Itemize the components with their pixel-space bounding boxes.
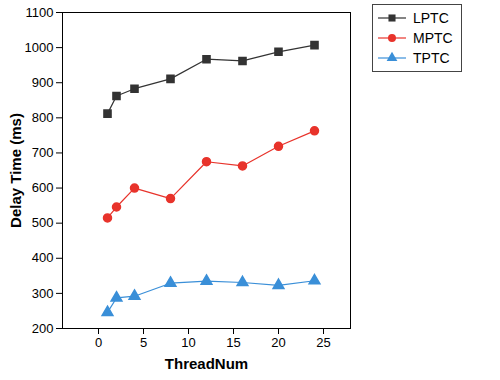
svg-text:10: 10 [181, 335, 195, 350]
svg-text:20: 20 [271, 335, 285, 350]
svg-text:200: 200 [32, 321, 54, 336]
svg-text:500: 500 [32, 215, 54, 230]
html-text:LPTC: LPTC [413, 10, 449, 26]
svg-text:ThreadNum: ThreadNum [165, 355, 248, 372]
svg-text:1100: 1100 [26, 5, 54, 20]
svg-text:5: 5 [140, 335, 147, 350]
svg-text:800: 800 [32, 110, 54, 125]
svg-text:600: 600 [32, 180, 54, 195]
svg-text:400: 400 [32, 250, 54, 265]
svg-text:1000: 1000 [25, 40, 54, 55]
svg-text:900: 900 [32, 75, 54, 90]
svg-text:0: 0 [95, 335, 102, 350]
svg-text:300: 300 [32, 286, 54, 301]
svg-text:25: 25 [316, 335, 330, 350]
html-text:MPTC: MPTC [413, 30, 453, 46]
html-text:TPTC: TPTC [413, 50, 450, 66]
svg-text:Delay Time (ms): Delay Time (ms) [7, 113, 24, 228]
svg-text:700: 700 [32, 145, 54, 160]
svg-text:15: 15 [226, 335, 240, 350]
